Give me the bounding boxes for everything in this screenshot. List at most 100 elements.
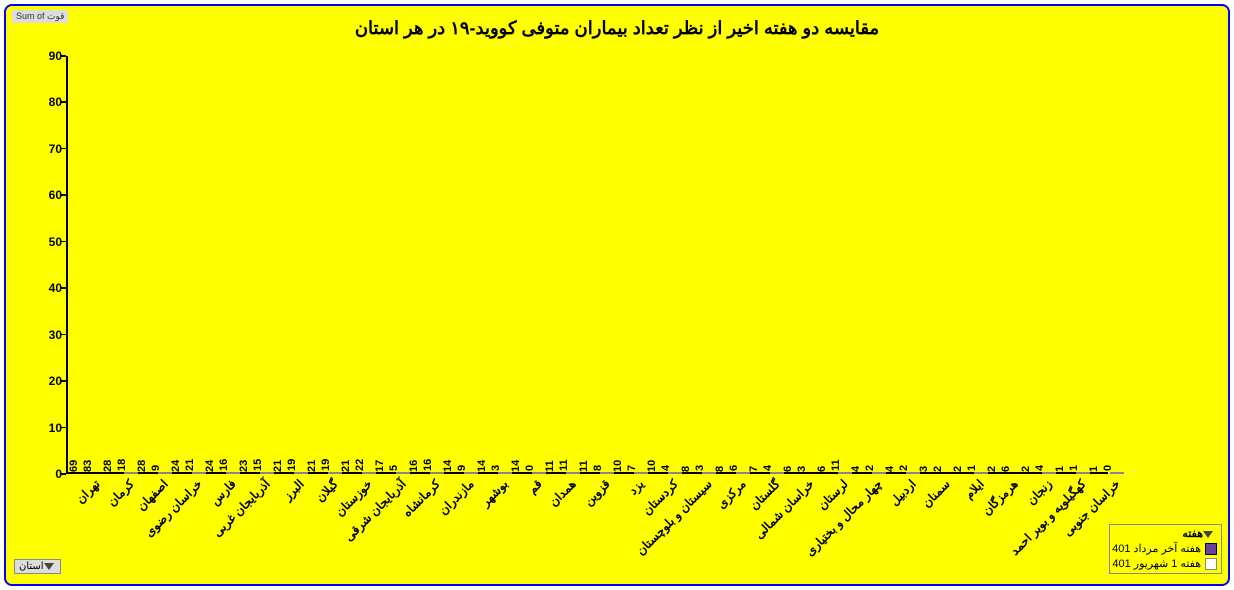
y-tick-mark xyxy=(61,241,66,243)
bar-value-label: 4 xyxy=(660,465,672,471)
bar-group: 143بوشهر xyxy=(484,472,512,474)
legend: هفته هفته آخر مرداد 401 هفته 1 شهریور 401 xyxy=(1109,524,1222,574)
y-tick-label: 10 xyxy=(28,421,62,435)
bar-value-label: 11 xyxy=(558,459,570,471)
bar-series2: 6 xyxy=(736,472,750,474)
bar-value-label: 23 xyxy=(238,460,250,472)
y-tick-mark xyxy=(61,194,66,196)
bar-value-label: 11 xyxy=(578,460,590,472)
bar-value-label: 3 xyxy=(918,466,930,472)
category-label: بوشهر xyxy=(474,473,511,510)
bar-group: 42اردبیل xyxy=(892,472,920,474)
bar-value-label: 22 xyxy=(354,459,366,471)
bar-value-label: 15 xyxy=(252,459,264,471)
province-dropdown[interactable]: استان xyxy=(14,559,61,574)
bar-value-label: 0 xyxy=(1102,465,1114,471)
bar-series2: 16 xyxy=(430,472,444,474)
bar-value-label: 2 xyxy=(898,465,910,471)
bar-group: 175آذربایجان شرقی xyxy=(382,472,410,474)
category-label: اردبیل xyxy=(883,473,919,509)
y-tick-label: 70 xyxy=(28,142,62,156)
bar-series2: 4 xyxy=(668,472,682,474)
bar-value-label: 4 xyxy=(884,466,896,472)
bar-value-label: 24 xyxy=(170,460,182,472)
bar-value-label: 1 xyxy=(1068,465,1080,471)
bar-value-label: 2 xyxy=(932,466,944,472)
legend-item[interactable]: هفته آخر مرداد 401 xyxy=(1112,541,1217,556)
bar-group: 107یزد xyxy=(620,472,648,474)
bar-series2: 4 xyxy=(770,472,784,474)
bar-series2: 22 xyxy=(362,472,376,474)
bar-series2: 9 xyxy=(464,472,478,474)
category-label: تهران xyxy=(69,473,103,507)
bar-value-label: 10 xyxy=(612,460,624,472)
legend-swatch xyxy=(1205,558,1217,570)
bar-series2: 19 xyxy=(294,472,308,474)
bar-series2: 3 xyxy=(498,472,512,474)
bar-series2: 21 xyxy=(192,472,206,474)
bar-series2: 11 xyxy=(566,472,580,474)
y-tick-mark xyxy=(61,148,66,150)
bar-group: 74گلستان xyxy=(756,472,784,474)
bar-group: 2818کرمان xyxy=(110,472,138,474)
y-tick-label: 0 xyxy=(28,467,62,481)
bar-value-label: 8 xyxy=(714,466,726,472)
bars-area: 6983تهران2818کرمان289اصفهان2421خراسان رض… xyxy=(76,56,1108,474)
bar-value-label: 8 xyxy=(592,465,604,471)
y-tick-label: 90 xyxy=(28,49,62,63)
y-tick-mark xyxy=(61,55,66,57)
bar-value-label: 19 xyxy=(286,459,298,471)
bar-value-label: 16 xyxy=(422,459,434,471)
bar-value-label: 28 xyxy=(136,460,148,472)
chart-container: Sum of قوت مقایسه دو هفته اخیر از نظر تع… xyxy=(4,4,1230,586)
y-tick-mark xyxy=(61,101,66,103)
bar-series2: 9 xyxy=(158,472,172,474)
bar-value-label: 19 xyxy=(320,459,332,471)
bar-value-label: 1 xyxy=(966,465,978,471)
category-label: یزد xyxy=(622,473,647,498)
legend-label: هفته آخر مرداد 401 xyxy=(1112,542,1201,555)
bar-value-label: 17 xyxy=(374,460,386,472)
category-label: مرکزی xyxy=(710,473,749,512)
bar-series2: 1 xyxy=(974,472,988,474)
bar-value-label: 7 xyxy=(748,466,760,472)
bar-group: 2122خوزستان xyxy=(348,472,376,474)
bar-value-label: 2 xyxy=(986,466,998,472)
bar-value-label: 14 xyxy=(476,460,488,472)
y-tick-label: 50 xyxy=(28,235,62,249)
bar-value-label: 2 xyxy=(864,465,876,471)
bar-series2: 3 xyxy=(702,472,716,474)
y-tick-label: 20 xyxy=(28,374,62,388)
bar-value-label: 24 xyxy=(204,460,216,472)
bar-group: 86مرکزی xyxy=(722,472,750,474)
bar-value-label: 11 xyxy=(830,459,842,471)
plot-area: 0102030405060708090 6983تهران2818کرمان28… xyxy=(66,56,1108,474)
legend-title[interactable]: هفته xyxy=(1112,527,1217,541)
y-tick-mark xyxy=(61,427,66,429)
bar-group: 140قم xyxy=(518,472,546,474)
legend-item[interactable]: هفته 1 شهریور 401 xyxy=(1112,556,1217,571)
bar-group: 2119البرز xyxy=(280,472,308,474)
bar-value-label: 8 xyxy=(680,466,692,472)
bar-value-label: 6 xyxy=(1000,466,1012,472)
category-label: کرمان xyxy=(100,473,136,509)
legend-swatch xyxy=(1205,543,1217,555)
bar-series2: 1 xyxy=(1076,472,1090,474)
bar-value-label: 83 xyxy=(82,460,94,472)
bar-group: 83سیستان و بلوچستان xyxy=(688,472,716,474)
bar-value-label: 11 xyxy=(544,460,556,472)
bar-series2: 2 xyxy=(872,472,886,474)
bar-series2: 8 xyxy=(600,472,614,474)
bar-value-label: 6 xyxy=(816,466,828,472)
bar-value-label: 6 xyxy=(728,465,740,471)
category-label: هرمزگان xyxy=(975,473,1020,518)
filter-icon xyxy=(44,563,54,570)
bar-value-label: 1 xyxy=(1088,466,1100,472)
bar-group: 611لرستان xyxy=(824,472,852,474)
y-tick-label: 40 xyxy=(28,281,62,295)
bar-group: 118قزوین xyxy=(586,472,614,474)
category-label: قم xyxy=(521,473,545,497)
bar-value-label: 7 xyxy=(626,465,638,471)
legend-label: هفته 1 شهریور 401 xyxy=(1112,557,1201,570)
bar-series2: 15 xyxy=(260,472,274,474)
